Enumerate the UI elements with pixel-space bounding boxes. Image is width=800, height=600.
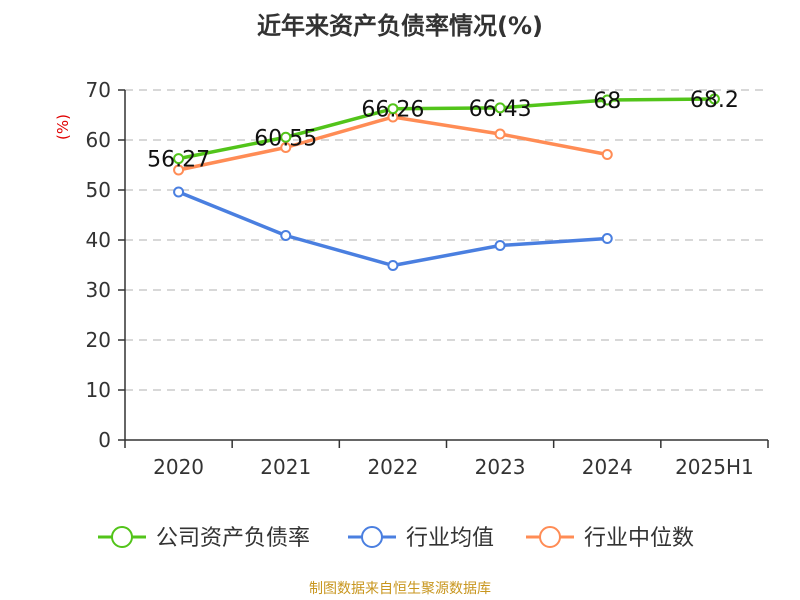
x-tick-label: 2025H1 xyxy=(675,455,754,479)
data-point xyxy=(173,186,185,198)
x-tick-label: 2022 xyxy=(367,455,418,479)
y-tick-label: 40 xyxy=(86,228,111,252)
data-point xyxy=(494,128,506,140)
series-line-1 xyxy=(177,190,608,268)
x-tick-label: 2021 xyxy=(260,455,311,479)
data-point xyxy=(708,93,720,105)
x-tick-label: 2023 xyxy=(475,455,526,479)
data-label: 56.27 xyxy=(147,148,210,173)
legend-marker xyxy=(361,526,383,548)
data-point xyxy=(280,142,292,153)
y-tick-label: 0 xyxy=(98,428,111,452)
data-point xyxy=(601,149,613,160)
legend-marker xyxy=(111,526,133,548)
data-point xyxy=(173,164,185,176)
data-point xyxy=(601,94,613,106)
y-tick-label: 10 xyxy=(86,378,111,402)
data-point xyxy=(280,230,292,241)
data-label: 66.43 xyxy=(469,97,532,122)
y-tick-label: 20 xyxy=(86,328,111,352)
legend-label: 行业均值 xyxy=(406,526,494,551)
y-tick-label: 50 xyxy=(86,178,111,202)
y-tick-label: 60 xyxy=(86,128,111,152)
y-tick-label: 70 xyxy=(86,78,111,102)
data-label: 60.55 xyxy=(254,126,317,151)
data-label: 66.26 xyxy=(361,98,424,123)
chart-title: 近年来资产负债率情况(%) xyxy=(257,12,543,40)
data-point xyxy=(173,153,185,165)
data-point xyxy=(387,260,399,271)
data-point xyxy=(387,103,399,115)
y-axis-label: (%) xyxy=(54,114,72,140)
data-point xyxy=(494,240,506,251)
y-tick-label: 30 xyxy=(86,278,111,302)
legend-label: 公司资产负债率 xyxy=(156,526,310,551)
data-point xyxy=(280,131,292,143)
source-note: 制图数据来自恒生聚源数据库 xyxy=(309,581,491,597)
data-point xyxy=(601,233,613,244)
data-point xyxy=(494,102,506,114)
legend-marker xyxy=(539,526,561,548)
data-label: 68.2 xyxy=(690,88,739,113)
series-line-0 xyxy=(178,97,715,161)
data-label: 68 xyxy=(593,89,621,114)
legend-label: 行业中位数 xyxy=(584,526,694,551)
series-line-2 xyxy=(178,115,608,172)
x-tick-label: 2020 xyxy=(153,455,204,479)
x-tick-label: 2024 xyxy=(582,455,633,479)
